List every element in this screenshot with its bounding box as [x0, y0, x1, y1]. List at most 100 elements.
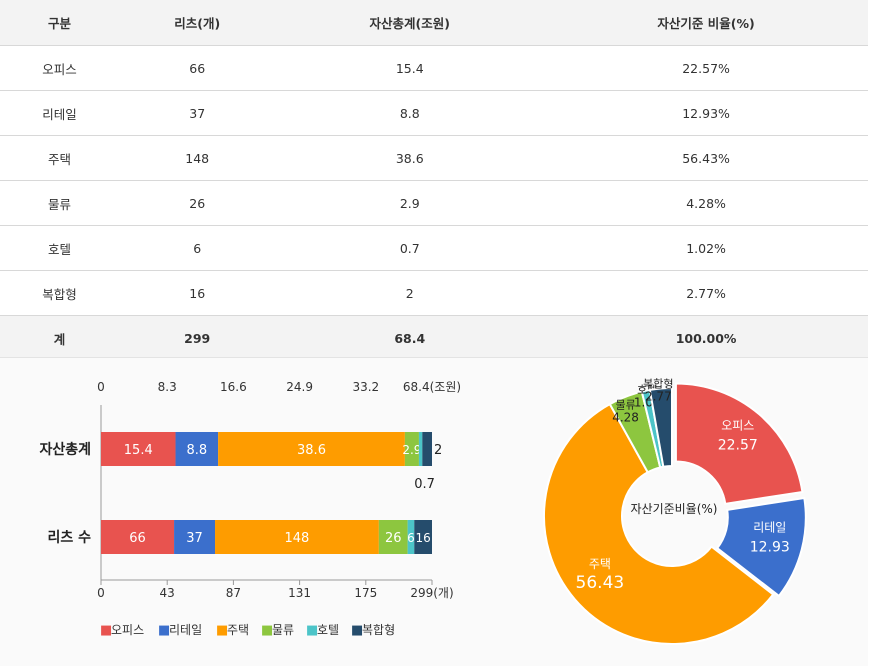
donut-slice-name: 물류 [615, 399, 635, 412]
table-cell: 1.02% [544, 225, 868, 271]
legend-label: 주택 [227, 623, 249, 637]
table-cell: 리테일 [0, 90, 120, 136]
header-reit-count: 리츠(개) [119, 0, 276, 46]
table-cell: 37 [119, 90, 276, 136]
bottom-axis-tick-label: 299(개) [410, 586, 453, 600]
legend-label: 리테일 [169, 623, 202, 637]
legend-label: 복합형 [362, 623, 395, 637]
bar-segment [414, 520, 432, 554]
total-cell: 100.00% [544, 315, 868, 362]
bar-value-label: 66 [129, 531, 146, 546]
top-axis-tick-label: 0 [97, 380, 105, 394]
table-cell: 오피스 [0, 45, 120, 91]
table-cell: 15.4 [275, 45, 545, 91]
bar-segment [378, 520, 408, 554]
bar-value-label: 2.9 [402, 443, 421, 457]
table-total-row: 계 299 68.4 100.00% [0, 315, 868, 362]
donut-slice [715, 496, 807, 598]
table-cell: 2.9 [275, 180, 545, 226]
donut-center-label: 자산기준비율(%) [630, 502, 717, 516]
legend-marker: ■ [158, 623, 170, 638]
bar-segment [101, 520, 175, 554]
table-cell: 호텔 [0, 225, 120, 271]
bar-value-label: 8.8 [186, 443, 207, 458]
donut-slice-value: 4.28 [612, 411, 639, 425]
donut-slice-value: 22.57 [718, 437, 758, 453]
total-cell: 299 [119, 315, 276, 362]
bar-value-label: 2 [434, 443, 442, 458]
donut-slice-name: 리테일 [753, 520, 786, 534]
donut-slice-name: 오피스 [721, 418, 754, 432]
table-row: 복합형 16 2 2.77% [0, 270, 868, 316]
table-cell: 4.28% [544, 180, 868, 226]
donut-slice [674, 382, 804, 505]
header-total-assets: 자산총계(조원) [275, 0, 545, 46]
bar-segment [175, 432, 219, 466]
table-row: 호텔 6 0.7 1.02% [0, 225, 868, 271]
bottom-axis-tick-label: 131 [288, 586, 311, 600]
bottom-axis-tick-label: 43 [160, 586, 175, 600]
bar-segment [101, 432, 176, 466]
top-axis-tick-label: 33.2 [352, 380, 379, 394]
donut-slice-name: 복합형 [643, 377, 673, 390]
table-cell: 66 [119, 45, 276, 91]
bar-segment [418, 432, 423, 466]
bar-segment [422, 432, 432, 466]
legend-label: 호텔 [317, 623, 339, 637]
bar-value-label: 6 [407, 531, 415, 545]
bar-segment [404, 432, 419, 466]
bar-value-label: 15.4 [124, 443, 153, 458]
legend-marker: ■ [261, 623, 273, 638]
bar-segment [174, 520, 216, 554]
table-cell: 6 [119, 225, 276, 271]
bar-value-label: 37 [186, 531, 203, 546]
donut-slice-value: 2.77 [645, 389, 672, 403]
legend-label: 물류 [272, 623, 294, 637]
bar-segment [215, 520, 379, 554]
table-row: 오피스 66 15.4 22.57% [0, 45, 868, 91]
bottom-axis-tick-label: 87 [226, 586, 241, 600]
table-cell: 26 [119, 180, 276, 226]
bar-value-label: 26 [385, 531, 402, 546]
donut-slice-value: 56.43 [576, 573, 625, 593]
legend-marker: ■ [216, 623, 228, 638]
table-cell: 16 [119, 270, 276, 316]
total-cell: 68.4 [275, 315, 545, 362]
category-label: 자산총계 [39, 441, 91, 458]
bottom-axis-tick-label: 0 [97, 586, 105, 600]
table-cell: 물류 [0, 180, 120, 226]
top-axis-tick-label: 24.9 [286, 380, 313, 394]
table-cell: 복합형 [0, 270, 120, 316]
donut-slice [648, 386, 673, 468]
bar-value-label: 16 [416, 531, 431, 545]
category-label: 리츠 수 [47, 530, 91, 546]
header-asset-ratio: 자산기준 비율(%) [544, 0, 868, 46]
header-category: 구분 [0, 0, 120, 46]
donut-chart: 오피스22.57리테일12.93주택56.43물류4.28호텔1.02복합형2.… [543, 377, 807, 645]
legend-marker: ■ [100, 623, 112, 638]
table-cell: 56.43% [544, 135, 868, 181]
table-cell: 38.6 [275, 135, 545, 181]
top-axis-tick-label: 8.3 [158, 380, 177, 394]
table-cell: 2 [275, 270, 545, 316]
table-cell: 주택 [0, 135, 120, 181]
table-row: 물류 26 2.9 4.28% [0, 180, 868, 226]
total-cell: 계 [0, 315, 120, 362]
table-row: 주택 148 38.6 56.43% [0, 135, 868, 181]
table-cell: 12.93% [544, 90, 868, 136]
table-cell: 0.7 [275, 225, 545, 271]
top-axis-tick-label: 68.4(조원) [403, 380, 461, 394]
table-cell: 22.57% [544, 45, 868, 91]
legend-marker: ■ [351, 623, 363, 638]
bottom-axis-tick-label: 175 [354, 586, 377, 600]
legend-label: 오피스 [111, 623, 144, 637]
table-cell: 148 [119, 135, 276, 181]
donut-slice [543, 402, 775, 645]
bar-segment [218, 432, 405, 466]
bar-value-label: 38.6 [297, 443, 326, 458]
top-axis-tick-label: 16.6 [220, 380, 247, 394]
legend-marker: ■ [306, 623, 318, 638]
bar-segment [407, 520, 415, 554]
donut-slice-value: 12.93 [750, 539, 790, 555]
reits-table: 구분 리츠(개) 자산총계(조원) 자산기준 비율(%) 오피스 66 15.4… [0, 0, 868, 362]
